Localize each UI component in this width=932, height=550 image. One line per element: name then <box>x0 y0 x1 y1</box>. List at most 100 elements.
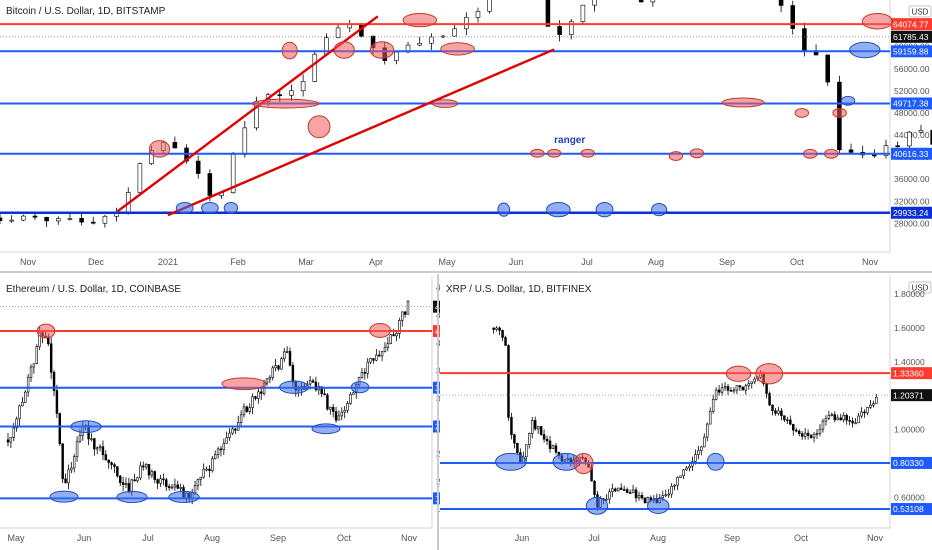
level-price-tag <box>891 97 932 110</box>
candle <box>360 372 364 378</box>
support-highlight[interactable] <box>646 497 670 514</box>
resistance-highlight[interactable] <box>148 140 171 158</box>
resistance-highlight[interactable] <box>431 99 459 108</box>
support-highlight[interactable] <box>49 490 79 503</box>
y-tick-label: 28000.00 <box>894 218 930 228</box>
resistance-highlight[interactable] <box>668 151 684 161</box>
resistance-highlight[interactable] <box>580 148 595 158</box>
ethereum-panel[interactable]: Ethereum / U.S. Dollar, 1D, COINBASEUSD4… <box>0 276 476 548</box>
last-price-label: 1.20371 <box>893 390 924 400</box>
candle <box>211 458 214 471</box>
xrp-panel[interactable]: XRP / U.S. Dollar, 1D, BITFINEX USD1.8000… <box>440 276 932 548</box>
resistance-highlight[interactable] <box>440 42 475 56</box>
candle <box>58 413 62 445</box>
resistance-highlight[interactable] <box>721 97 765 108</box>
candle <box>35 346 38 364</box>
candle <box>848 419 851 422</box>
candle <box>711 399 715 412</box>
support-highlight[interactable] <box>497 202 511 217</box>
candle <box>193 485 197 494</box>
y-tick-label: 48000.00 <box>894 108 930 118</box>
resistance-highlight[interactable] <box>307 115 331 139</box>
panel-background <box>0 276 476 548</box>
support-highlight[interactable] <box>651 203 668 217</box>
y-tick-label: 36000.00 <box>894 174 930 184</box>
support-highlight[interactable] <box>223 201 239 214</box>
candle <box>372 358 375 361</box>
support-highlight[interactable] <box>595 201 614 218</box>
resistance-highlight[interactable] <box>221 377 267 391</box>
currency-badge[interactable] <box>908 5 932 18</box>
candle <box>165 479 168 487</box>
resistance-highlight[interactable] <box>803 148 818 159</box>
support-highlight[interactable] <box>175 201 194 214</box>
resistance-highlight[interactable] <box>573 452 594 475</box>
resistance-highlight[interactable] <box>794 108 810 118</box>
resistance-highlight[interactable] <box>725 365 752 382</box>
candle <box>802 28 807 51</box>
candle <box>285 351 289 353</box>
candle <box>172 142 178 149</box>
bitcoin-panel[interactable]: Bitcoin / U.S. Dollar, 1D, BITSTAMPUSD60… <box>0 0 932 273</box>
support-highlight[interactable] <box>168 490 200 503</box>
resistance-highlight[interactable] <box>832 108 847 118</box>
candle <box>664 494 667 497</box>
trend-line[interactable] <box>167 48 555 217</box>
support-highlight[interactable] <box>201 201 219 214</box>
candle <box>854 422 857 425</box>
candle <box>32 363 36 368</box>
resistance-highlight[interactable] <box>755 363 784 385</box>
candle <box>90 438 93 440</box>
resistance-highlight[interactable] <box>824 148 839 159</box>
support-highlight[interactable] <box>70 420 102 434</box>
support-highlight[interactable] <box>546 201 571 218</box>
candle <box>9 219 14 222</box>
candle <box>101 446 105 455</box>
candle <box>501 330 504 338</box>
level-price-label: 1.33360 <box>893 368 924 378</box>
candle <box>640 494 644 499</box>
resistance-highlight[interactable] <box>689 148 705 159</box>
candle <box>495 327 498 330</box>
resistance-highlight[interactable] <box>36 323 56 339</box>
candle <box>706 423 709 438</box>
support-highlight[interactable] <box>495 452 527 471</box>
support-highlight[interactable] <box>311 423 341 435</box>
candle <box>593 480 596 495</box>
candle <box>551 445 555 449</box>
candle <box>747 383 751 387</box>
resistance-highlight[interactable] <box>530 148 545 158</box>
support-highlight[interactable] <box>840 95 856 106</box>
support-highlight[interactable] <box>849 41 881 59</box>
candle <box>93 438 96 450</box>
resistance-highlight[interactable] <box>281 41 298 60</box>
candle <box>735 385 739 391</box>
resistance-highlight[interactable] <box>333 41 355 59</box>
level-price-tag <box>891 367 932 380</box>
candle <box>818 428 822 434</box>
support-highlight[interactable] <box>585 496 609 515</box>
candle <box>812 433 816 438</box>
candle <box>907 131 912 147</box>
support-highlight[interactable] <box>279 380 309 394</box>
resistance-highlight[interactable] <box>402 13 438 28</box>
currency-badge[interactable] <box>908 281 932 294</box>
candle <box>670 485 673 495</box>
support-highlight[interactable] <box>706 452 725 471</box>
support-highlight[interactable] <box>116 490 148 503</box>
candle <box>147 464 151 476</box>
resistance-highlight[interactable] <box>369 322 391 338</box>
candle <box>883 145 889 156</box>
candle <box>528 433 531 445</box>
resistance-highlight[interactable] <box>251 98 320 109</box>
resistance-highlight[interactable] <box>546 148 562 158</box>
candle <box>714 389 718 400</box>
candle <box>536 426 540 430</box>
x-tick-label: Nov <box>20 257 37 267</box>
support-highlight[interactable] <box>350 381 370 394</box>
candle <box>866 406 869 414</box>
candle <box>24 391 27 403</box>
resistance-highlight[interactable] <box>861 13 894 30</box>
candle <box>464 17 469 30</box>
resistance-highlight[interactable] <box>369 41 395 59</box>
